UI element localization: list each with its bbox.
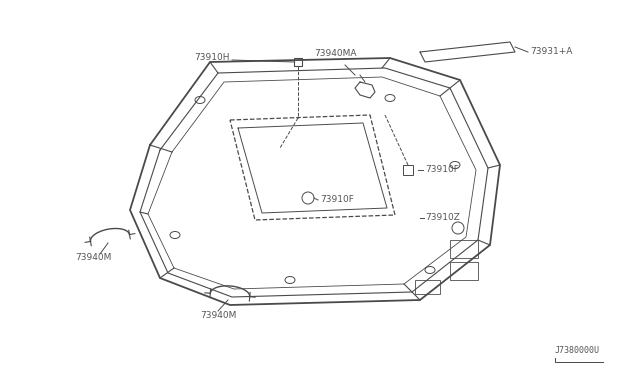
Text: 73940M: 73940M — [75, 253, 111, 263]
FancyBboxPatch shape — [294, 58, 302, 66]
Text: 73931+A: 73931+A — [530, 48, 572, 57]
Bar — [450, 262, 478, 280]
Text: 73910Z: 73910Z — [425, 214, 460, 222]
Text: 73940MA: 73940MA — [314, 49, 356, 58]
Text: 73940M: 73940M — [200, 311, 236, 320]
Text: J7380000U: J7380000U — [555, 346, 600, 355]
Text: 73910H: 73910H — [195, 54, 230, 62]
Bar — [450, 240, 478, 258]
Circle shape — [302, 192, 314, 204]
FancyBboxPatch shape — [403, 165, 413, 175]
Bar — [415, 280, 440, 294]
Text: 73910F: 73910F — [425, 166, 459, 174]
Text: 73910F: 73910F — [320, 196, 354, 205]
